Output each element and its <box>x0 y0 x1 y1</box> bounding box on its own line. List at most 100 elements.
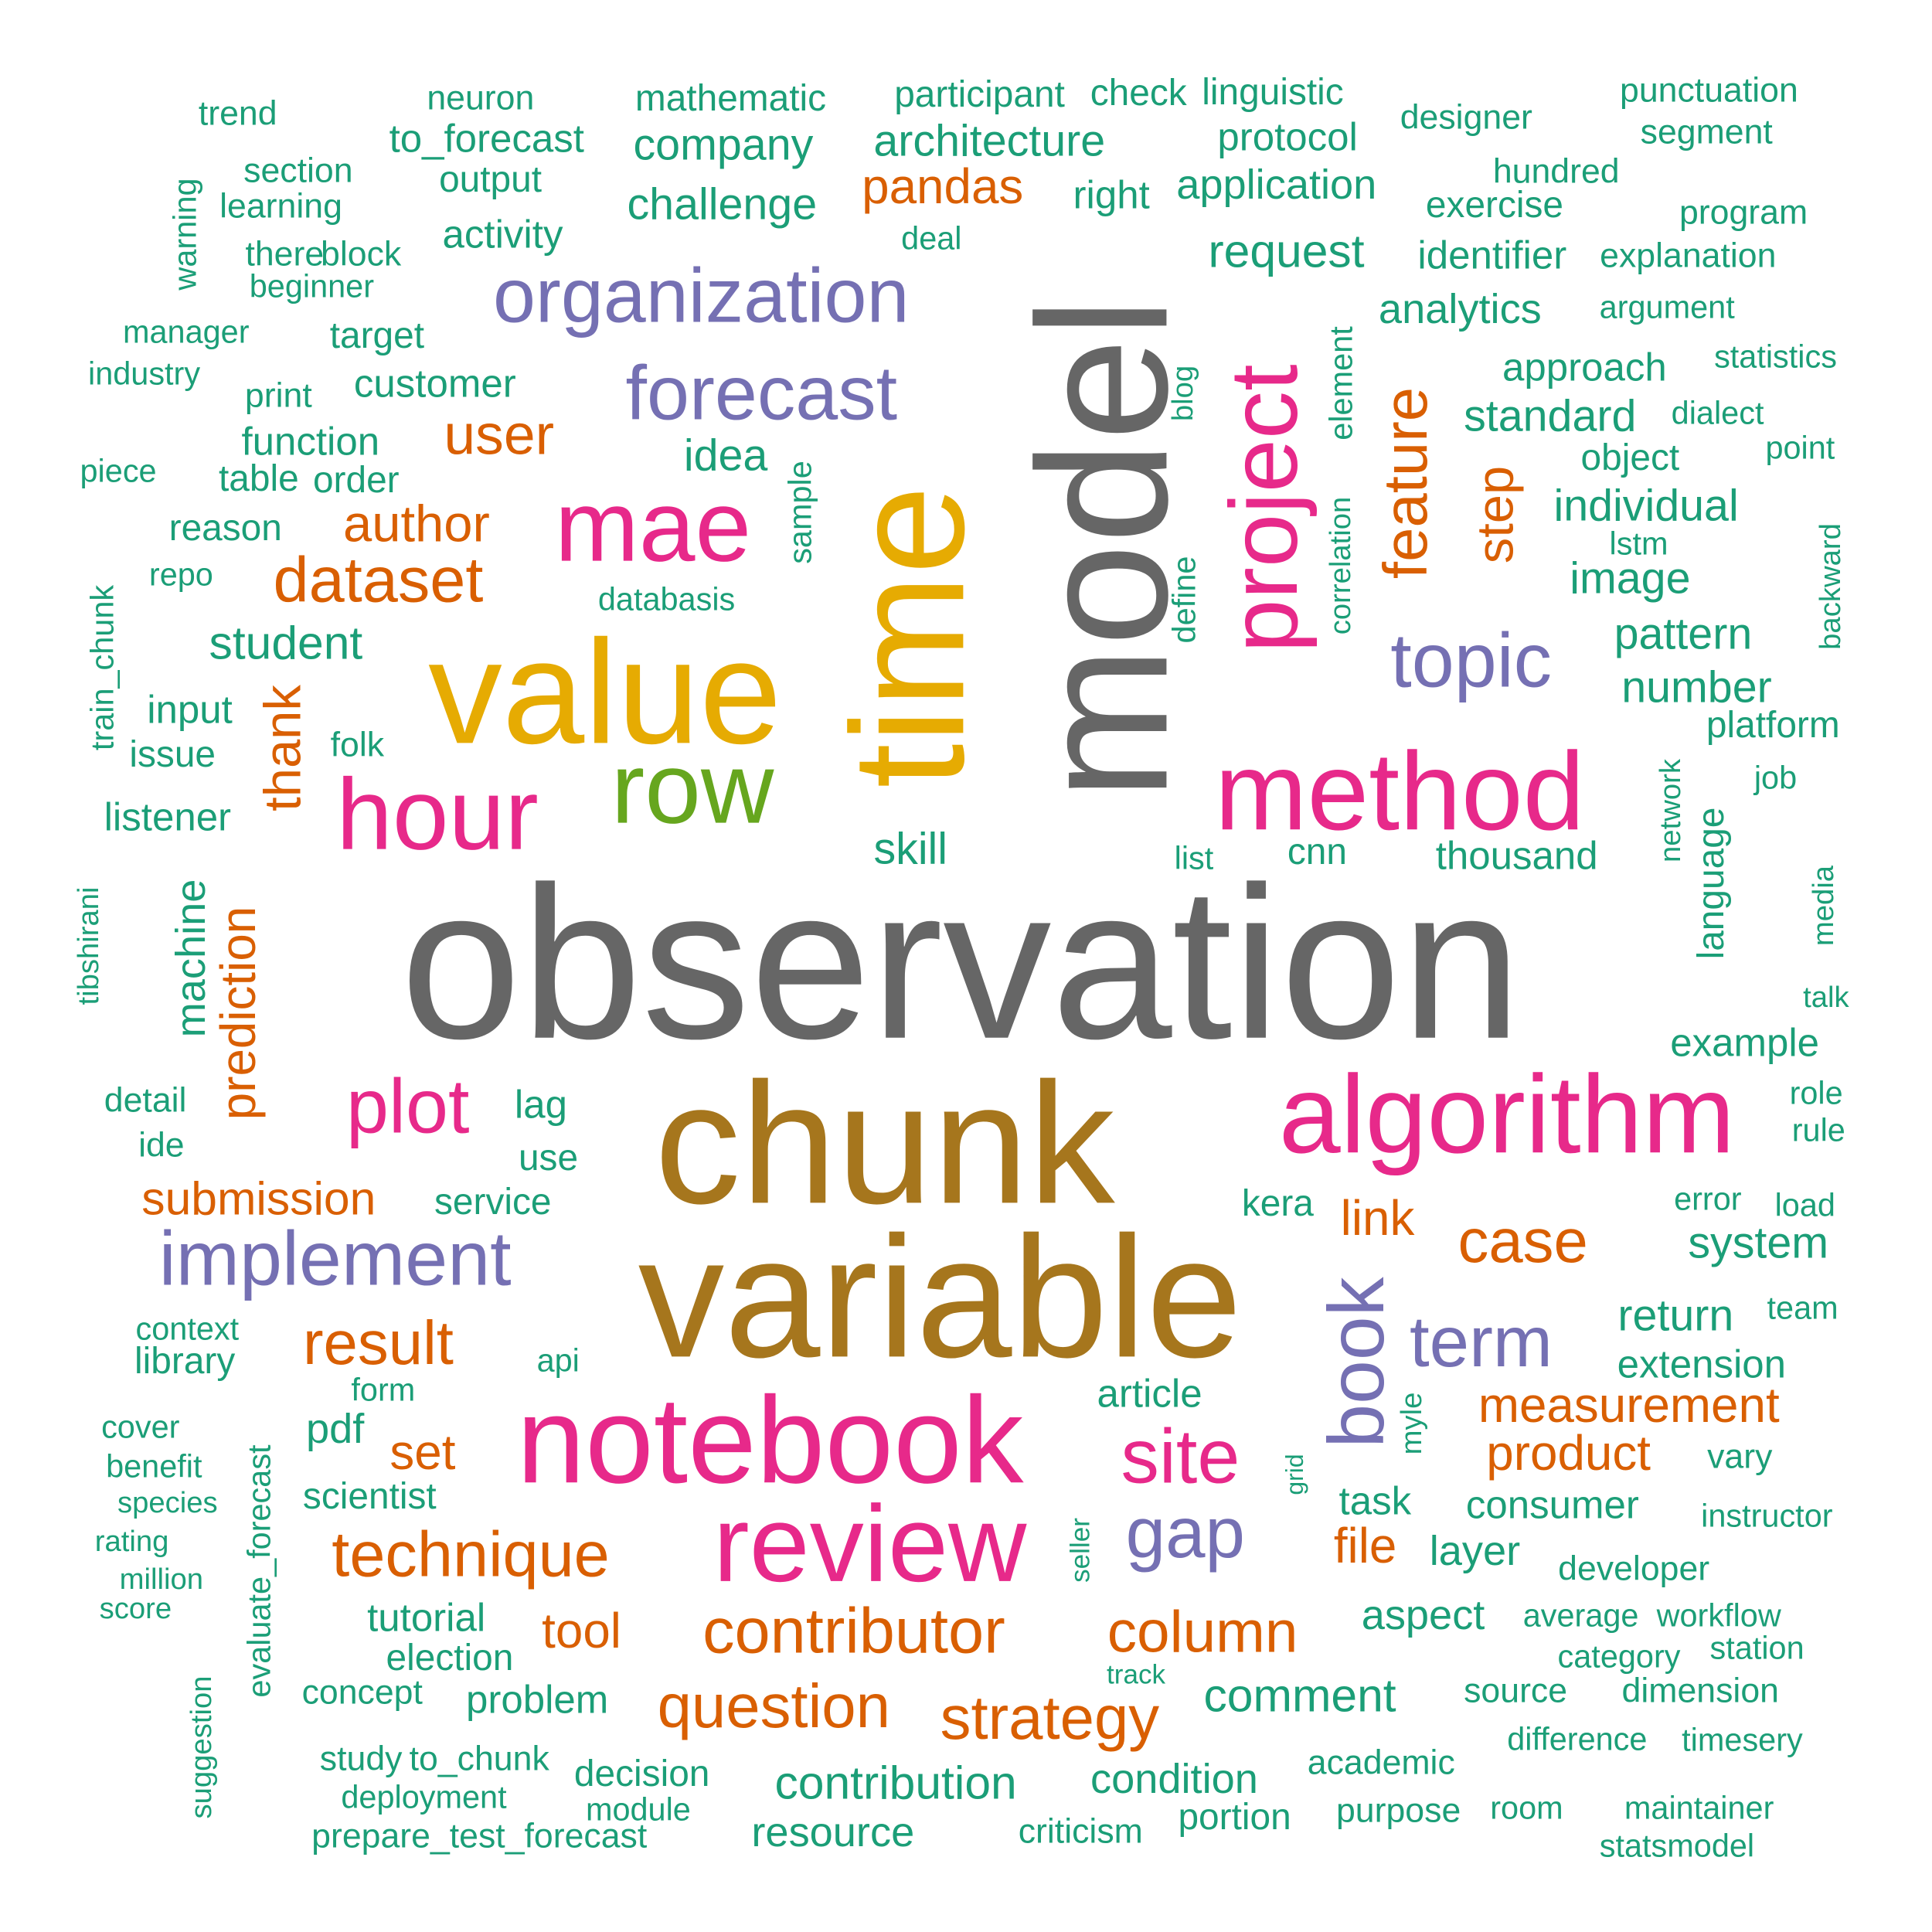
word-industry: industry <box>87 355 201 392</box>
word-suggestion: suggestion <box>185 1675 219 1819</box>
word-benefit: benefit <box>106 1447 202 1485</box>
word-pattern: pattern <box>1614 609 1753 659</box>
word-implement: implement <box>158 1216 512 1302</box>
word-application: application <box>1176 162 1377 209</box>
word-question: question <box>657 1672 890 1741</box>
word-organization: organization <box>492 253 910 338</box>
word-species: species <box>117 1486 218 1520</box>
word-element: element <box>1321 326 1359 440</box>
word-row: row <box>611 732 774 845</box>
word-rating: rating <box>94 1524 169 1558</box>
word-challenge: challenge <box>627 179 818 229</box>
word-source: source <box>1464 1672 1568 1710</box>
word-prediction: prediction <box>210 906 267 1120</box>
word-mathematic: mathematic <box>634 77 827 119</box>
word-criticism: criticism <box>1018 1812 1143 1851</box>
word-developer: developer <box>1558 1549 1710 1588</box>
word-neuron: neuron <box>427 79 535 117</box>
word-idea: idea <box>683 430 768 481</box>
word-tibshirani: tibshirani <box>71 886 105 1006</box>
word-thousand: thousand <box>1435 832 1598 877</box>
word-load: load <box>1774 1186 1835 1223</box>
word-role: role <box>1789 1074 1843 1111</box>
word-argument: argument <box>1599 288 1735 325</box>
word-activity: activity <box>442 212 563 257</box>
word-right: right <box>1073 172 1150 217</box>
word-concept: concept <box>301 1673 423 1712</box>
word-machine: machine <box>168 879 215 1038</box>
word-ide: ide <box>138 1126 185 1165</box>
word-chunk: chunk <box>654 1046 1115 1240</box>
word-databasis: databasis <box>597 580 736 617</box>
word-train-chunk: train_chunk <box>83 585 121 751</box>
word-service: service <box>434 1182 552 1223</box>
word-function: function <box>241 419 380 464</box>
word-program: program <box>1679 193 1808 232</box>
word-list: list <box>1174 838 1214 876</box>
word-grid: grid <box>1280 1454 1308 1496</box>
word-piece: piece <box>80 452 157 489</box>
word-module: module <box>585 1790 691 1827</box>
word-block: block <box>321 235 402 274</box>
word-evaluate-forecast: evaluate_forecast <box>240 1444 277 1698</box>
word-dimension: dimension <box>1621 1672 1779 1710</box>
word-forecast: forecast <box>625 350 898 436</box>
word-academic: academic <box>1307 1743 1455 1782</box>
word-company: company <box>633 120 814 170</box>
word-author: author <box>342 495 490 553</box>
word-aspect: aspect <box>1361 1592 1485 1639</box>
word-lag: lag <box>514 1082 567 1127</box>
word-lstm: lstm <box>1609 525 1668 562</box>
word-form: form <box>351 1371 416 1408</box>
word-cover: cover <box>101 1408 180 1445</box>
word-analytics: analytics <box>1378 286 1542 333</box>
word-context: context <box>135 1310 240 1347</box>
word-room: room <box>1490 1789 1563 1826</box>
word-library: library <box>134 1340 236 1382</box>
word-condition: condition <box>1090 1756 1258 1803</box>
word-team: team <box>1767 1288 1838 1325</box>
word-comment: comment <box>1203 1668 1396 1722</box>
word-input: input <box>147 687 233 732</box>
word-resource: resource <box>751 1808 915 1855</box>
word-section: section <box>243 151 353 190</box>
word-exercise: exercise <box>1425 185 1564 226</box>
word-step: step <box>1466 466 1525 564</box>
word-article: article <box>1097 1371 1202 1416</box>
word-gap: gap <box>1125 1492 1245 1573</box>
word-variable: variable <box>638 1201 1243 1394</box>
word-language: language <box>1690 807 1732 960</box>
word-api: api <box>536 1342 580 1379</box>
word-hour: hour <box>336 757 539 871</box>
word-notebook: notebook <box>516 1371 1024 1509</box>
word-designer: designer <box>1400 98 1532 137</box>
word-folk: folk <box>330 726 385 764</box>
word-column: column <box>1107 1599 1298 1665</box>
word-measurement: measurement <box>1478 1377 1780 1434</box>
word-contribution: contribution <box>774 1756 1017 1809</box>
word-talk: talk <box>1803 981 1849 1015</box>
word-order: order <box>312 459 400 501</box>
word-submission: submission <box>141 1172 376 1226</box>
word-case: case <box>1458 1206 1588 1275</box>
word-timesery: timesery <box>1682 1721 1803 1758</box>
word-sample: sample <box>781 461 818 565</box>
word-technique: technique <box>332 1518 610 1590</box>
word-contributor: contributor <box>702 1594 1005 1667</box>
word-print: print <box>244 377 312 416</box>
word-error: error <box>1674 1180 1742 1217</box>
word-extension: extension <box>1617 1342 1787 1386</box>
word-set: set <box>389 1423 456 1480</box>
word-time: time <box>818 485 998 789</box>
word-there: there <box>245 235 325 274</box>
word-topic: topic <box>1390 617 1553 703</box>
word-to-forecast: to_forecast <box>389 116 584 161</box>
word-project: project <box>1209 364 1318 654</box>
word-tutorial: tutorial <box>367 1595 486 1640</box>
word-learning: learning <box>219 187 342 226</box>
word-term: term <box>1409 1301 1553 1383</box>
word-rule: rule <box>1791 1111 1845 1148</box>
word-reason: reason <box>168 508 282 549</box>
word-pandas: pandas <box>862 158 1024 215</box>
